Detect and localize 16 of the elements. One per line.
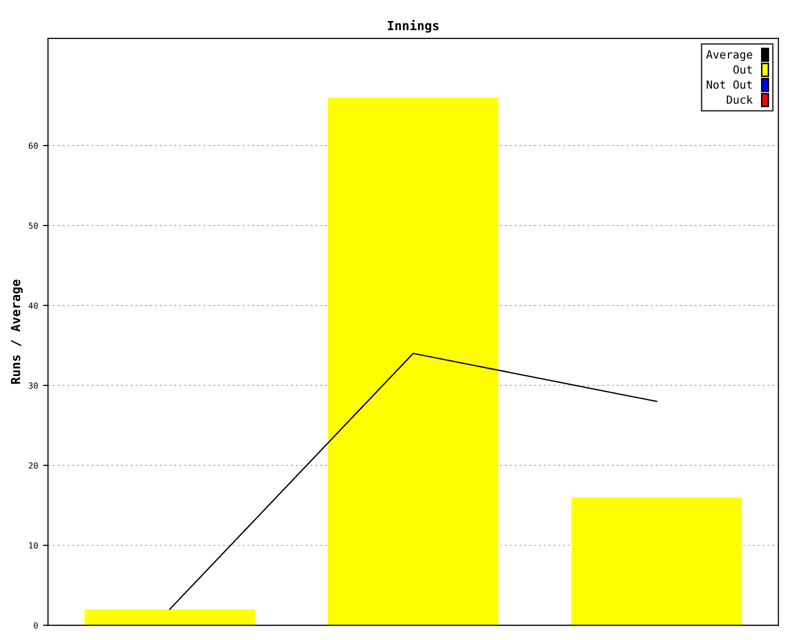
y-tick-label: 10 (29, 542, 38, 549)
y-tick-label: 20 (28, 462, 38, 469)
y-tick-label: 30 (28, 382, 38, 389)
y-tick-label: 60 (28, 142, 38, 149)
y-tick-label: 40 (28, 302, 38, 309)
legend-label: Not Out (706, 80, 752, 89)
bar (328, 98, 498, 626)
legend-label: Average (706, 50, 752, 61)
y-tick-label: 0 (34, 622, 38, 629)
chart-title: Innings (388, 20, 439, 33)
y-tick-label: 50 (28, 222, 38, 229)
bar (84, 609, 255, 626)
legend-label: Duck (726, 95, 753, 104)
y-axis-title: Runs / Average (10, 280, 23, 384)
legend-label: Out (733, 65, 752, 74)
bar (571, 497, 742, 626)
